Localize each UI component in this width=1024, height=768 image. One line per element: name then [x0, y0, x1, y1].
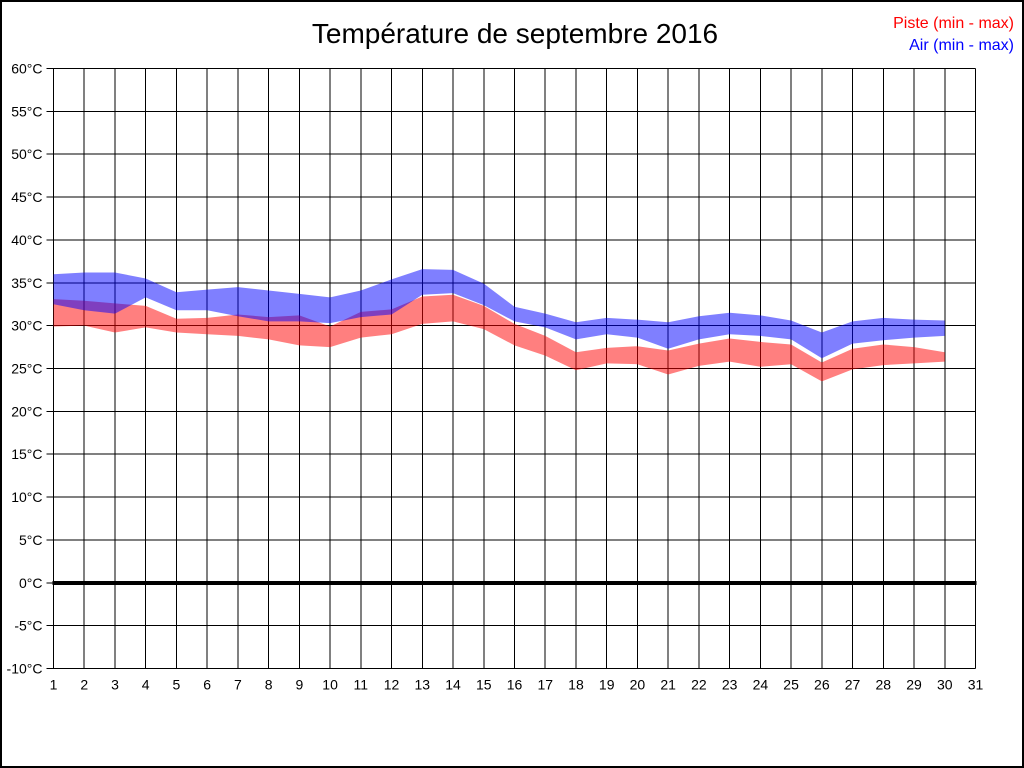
y-axis-tick-label: 30°C [11, 318, 42, 334]
legend-item-air: Air (min - max) [893, 35, 1014, 57]
x-axis-tick-label: 26 [814, 677, 830, 693]
x-axis-tick-label: 22 [691, 677, 707, 693]
y-axis-tick-label: 55°C [11, 103, 42, 119]
x-axis-tick-label: 15 [476, 677, 492, 693]
y-axis-tick-label: 10°C [11, 489, 42, 505]
x-axis-tick-label: 9 [295, 677, 303, 693]
x-axis-tick-label: 24 [753, 677, 769, 693]
x-axis-tick-label: 28 [876, 677, 892, 693]
x-axis-tick-label: 5 [173, 677, 181, 693]
legend-item-piste: Piste (min - max) [893, 13, 1014, 35]
x-axis-tick-label: 3 [111, 677, 119, 693]
y-axis-tick-label: -10°C [7, 661, 43, 677]
y-axis-tick-label: 20°C [11, 403, 42, 419]
x-axis-tick-label: 8 [265, 677, 273, 693]
y-axis-tick-label: 5°C [19, 532, 43, 548]
x-axis-tick-label: 6 [203, 677, 211, 693]
x-axis-tick-label: 2 [80, 677, 88, 693]
x-axis-tick-label: 17 [537, 677, 553, 693]
x-axis-tick-label: 7 [234, 677, 242, 693]
x-axis-tick-label: 4 [142, 677, 150, 693]
y-axis-tick-label: 60°C [11, 61, 42, 77]
x-axis-tick-label: 25 [783, 677, 799, 693]
x-axis-tick-label: 19 [599, 677, 615, 693]
x-axis-tick-label: 20 [630, 677, 646, 693]
x-axis-tick-label: 21 [660, 677, 676, 693]
x-axis-tick-label: 29 [906, 677, 922, 693]
chart-legend: Piste (min - max) Air (min - max) [893, 13, 1014, 57]
x-axis-tick-label: 10 [322, 677, 338, 693]
x-axis-tick-label: 23 [722, 677, 738, 693]
legend-label-piste: Piste (min - max) [893, 15, 1014, 32]
x-axis-tick-label: 1 [50, 677, 58, 693]
x-axis-tick-label: 16 [507, 677, 523, 693]
x-axis-tick-label: 27 [845, 677, 861, 693]
y-axis-tick-label: 25°C [11, 361, 42, 377]
x-axis-tick-label: 13 [415, 677, 431, 693]
x-axis-tick-label: 12 [384, 677, 400, 693]
y-axis-tick-label: 50°C [11, 146, 42, 162]
x-axis-tick-label: 31 [968, 677, 984, 693]
legend-label-air: Air (min - max) [909, 37, 1014, 54]
y-axis-tick-label: 45°C [11, 189, 42, 205]
x-axis-tick-label: 11 [354, 677, 369, 693]
y-axis-tick-label: 35°C [11, 275, 42, 291]
y-axis-tick-label: 40°C [11, 232, 42, 248]
x-axis-tick-label: 14 [445, 677, 461, 693]
x-axis-tick-label: 30 [937, 677, 953, 693]
y-axis-tick-label: 15°C [11, 446, 42, 462]
y-axis-tick-label: 0°C [19, 575, 43, 591]
x-axis-tick-label: 18 [568, 677, 584, 693]
y-axis-tick-label: -5°C [14, 618, 42, 634]
chart-title: Température de septembre 2016 [311, 18, 719, 49]
